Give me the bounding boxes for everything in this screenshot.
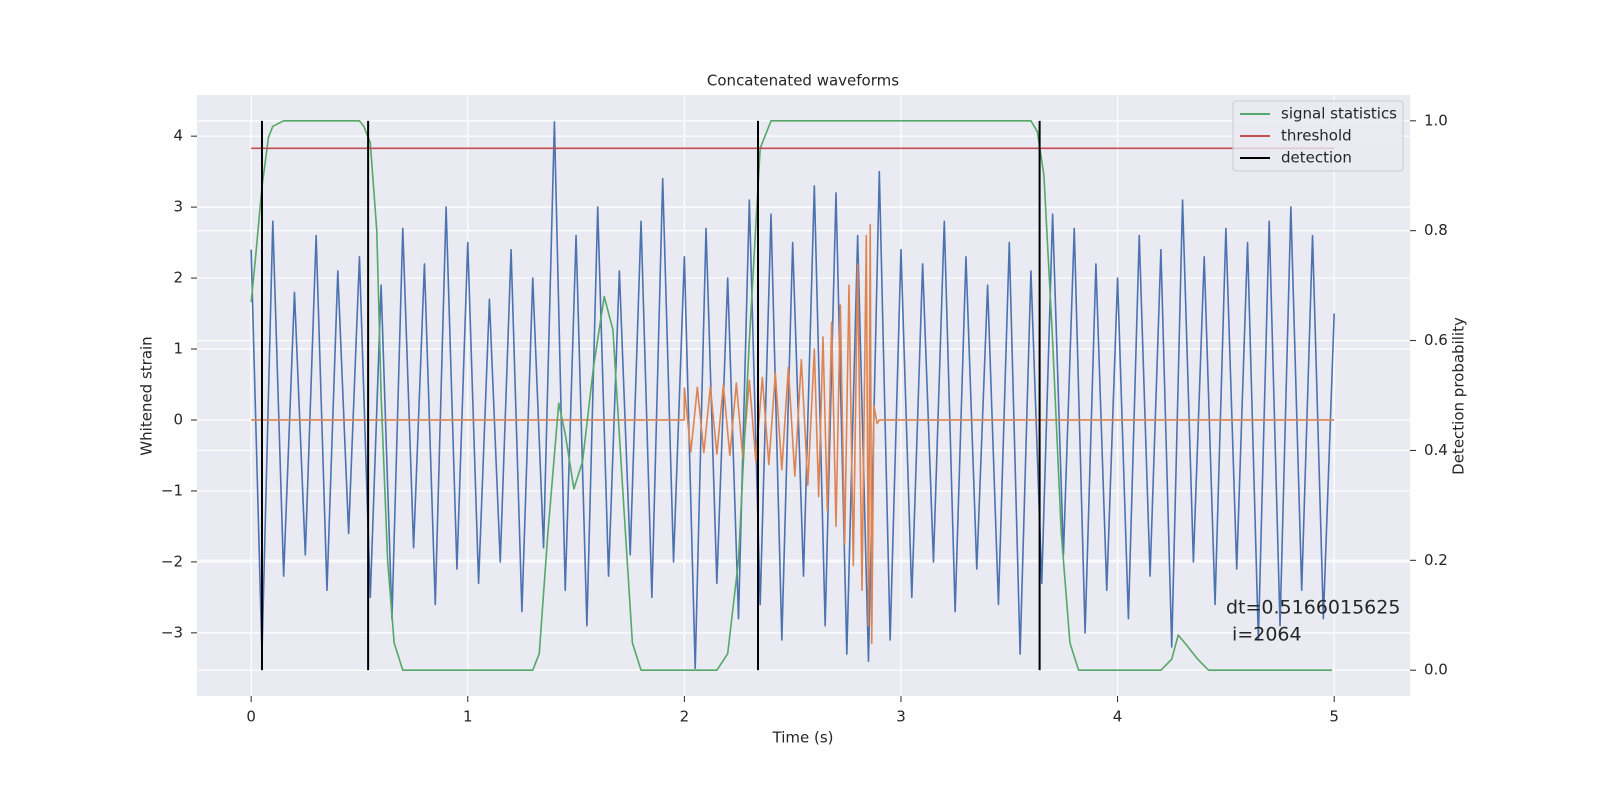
- chart-title: Concatenated waveforms: [707, 72, 899, 90]
- y2-tick-label: 0.4: [1424, 441, 1448, 459]
- y-axis-label: Whitened strain: [138, 336, 156, 455]
- y2-tick-label: 0.2: [1424, 551, 1448, 569]
- annotation: i=2064: [1226, 624, 1302, 646]
- y-tick-label: 2: [173, 269, 183, 287]
- y2-axis-label: Detection probability: [1450, 317, 1468, 475]
- legend-label: signal statistics: [1281, 105, 1397, 123]
- y2-tick-label: 1.0: [1424, 111, 1448, 129]
- line-series: [250, 121, 1335, 670]
- x-tick-label: 3: [896, 708, 906, 726]
- legend-box: [1232, 100, 1404, 172]
- x-tick-label: 1: [463, 708, 473, 726]
- x-axis-label: Time (s): [772, 729, 834, 747]
- y-tick-label: 0: [173, 410, 183, 428]
- y-tick-label: 3: [173, 198, 183, 216]
- y-tick-label: −3: [161, 623, 183, 641]
- legend-label: threshold: [1281, 127, 1352, 145]
- x-tick-label: 2: [680, 708, 690, 726]
- y2-tick-label: 0.6: [1424, 331, 1448, 349]
- x-tick-label: 0: [246, 708, 256, 726]
- x-tick-label: 5: [1329, 708, 1339, 726]
- x-tick-label: 4: [1113, 708, 1123, 726]
- y-tick-label: −1: [161, 481, 183, 499]
- y-tick-label: 4: [173, 127, 183, 145]
- line-series: [251, 224, 1335, 645]
- y-tick-label: −2: [161, 552, 183, 570]
- legend-label: detection: [1281, 149, 1352, 167]
- y2-tick-label: 0.0: [1424, 661, 1448, 679]
- annotation: dt=0.5166015625: [1226, 597, 1400, 619]
- y-tick-label: 1: [173, 340, 183, 358]
- y2-tick-label: 0.8: [1424, 221, 1448, 239]
